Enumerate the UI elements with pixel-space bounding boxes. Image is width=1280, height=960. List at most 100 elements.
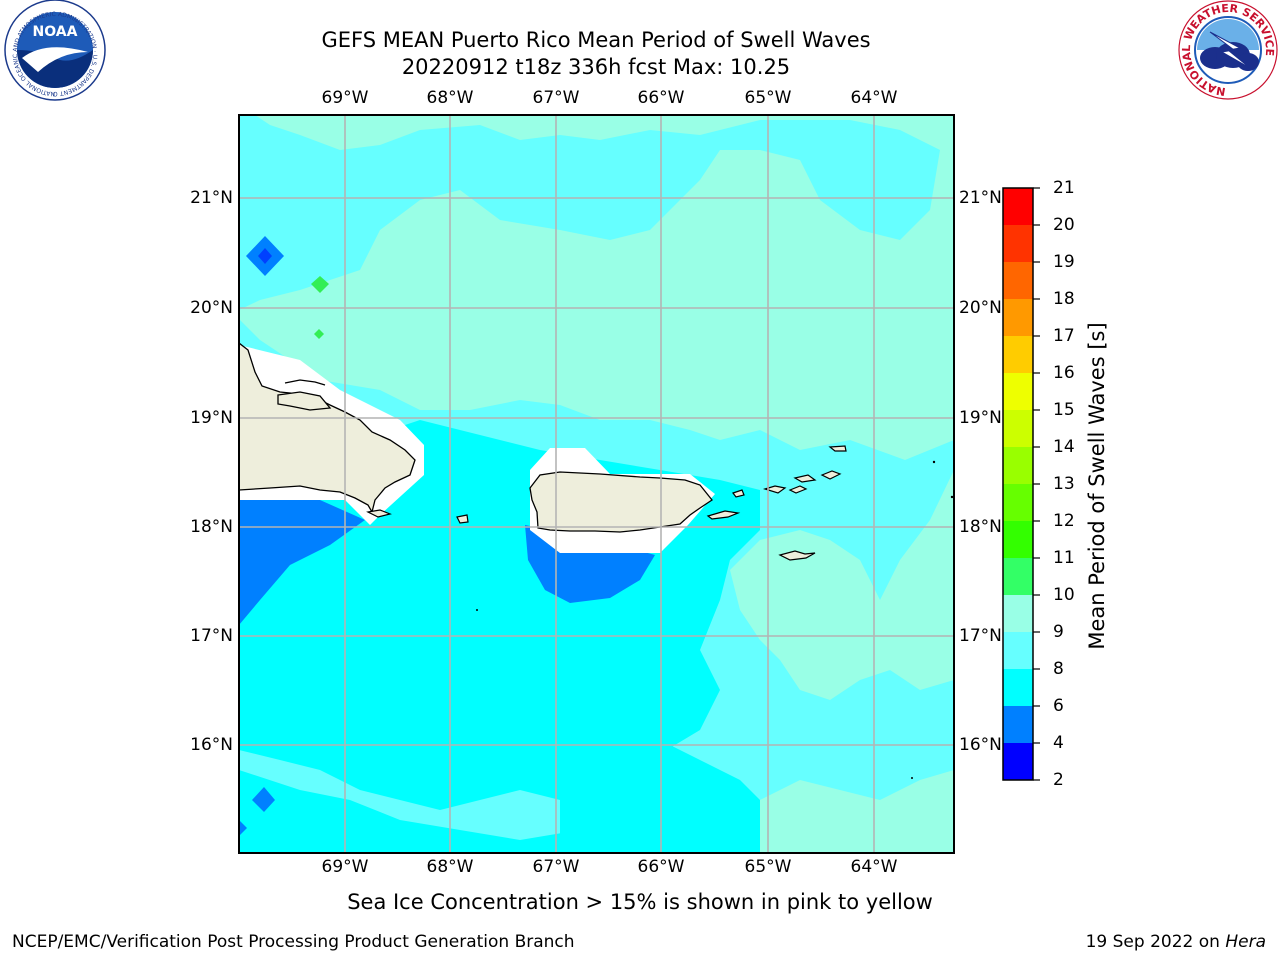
land-hispaniola bbox=[239, 342, 416, 514]
land-st-croix bbox=[778, 550, 816, 561]
lat-label-right: 18°N bbox=[959, 517, 1002, 537]
lon-label-bottom: 69°W bbox=[321, 857, 369, 877]
sea-ice-note: Sea Ice Concentration > 15% is shown in … bbox=[347, 890, 933, 914]
map-subtitle: 20220912 t18z 336h fcst Max: 10.25 bbox=[401, 55, 791, 79]
land-st-john bbox=[788, 485, 808, 494]
lon-label-bottom: 68°W bbox=[426, 857, 474, 877]
land-culebra bbox=[732, 489, 745, 498]
colorbar-tick: 8 bbox=[1053, 659, 1064, 679]
lat-label-left: 20°N bbox=[190, 298, 233, 318]
colorbar-bin bbox=[1003, 299, 1033, 336]
colorbar-bin bbox=[1003, 558, 1033, 595]
colorbar-bin bbox=[1003, 706, 1033, 743]
land-vieques bbox=[706, 510, 741, 520]
band-9-10-north bbox=[239, 115, 954, 460]
colorbar-bin bbox=[1003, 373, 1033, 410]
lat-label-left: 21°N bbox=[190, 188, 233, 208]
colorbar-tick: 4 bbox=[1053, 733, 1064, 753]
credit-line: NCEP/EMC/Verification Post Processing Pr… bbox=[12, 932, 575, 952]
lon-label-bottom: 67°W bbox=[532, 857, 580, 877]
band-6-8-lower bbox=[560, 690, 760, 853]
colorbar-bin bbox=[1003, 743, 1033, 780]
nws-logo: NATIONAL WEATHER SERVICE bbox=[1178, 0, 1278, 100]
lon-label-top: 64°W bbox=[850, 88, 898, 108]
band-4-6-spot bbox=[239, 820, 247, 836]
land-st-thomas bbox=[762, 485, 787, 494]
noaa-logo: NATIONAL OCEANIC AND ATMOSPHERIC ADMINIS… bbox=[0, 0, 106, 101]
gridlines bbox=[239, 115, 954, 853]
land-islet bbox=[911, 777, 913, 779]
lon-label-bottom: 65°W bbox=[744, 857, 792, 877]
colorbar-bin bbox=[1003, 484, 1033, 521]
colorbar-tick: 17 bbox=[1053, 326, 1075, 346]
colorbar-tick: 20 bbox=[1053, 215, 1075, 235]
lat-label-right: 16°N bbox=[959, 735, 1002, 755]
colorbar-tick: 2 bbox=[1053, 770, 1064, 790]
colorbar-tick: 6 bbox=[1053, 696, 1064, 716]
colorbar-tick: 11 bbox=[1053, 548, 1075, 568]
machine-name: Hera bbox=[1225, 932, 1266, 952]
land-tortola bbox=[793, 474, 817, 483]
lon-label-top: 69°W bbox=[321, 88, 369, 108]
colorbar-bin bbox=[1003, 669, 1033, 706]
lat-label-right: 20°N bbox=[959, 298, 1002, 318]
colorbar-bin bbox=[1003, 447, 1033, 484]
date-line: 19 Sep 2022 on Hera bbox=[1086, 932, 1266, 952]
land-hispaniola-north bbox=[277, 391, 332, 411]
lon-label-bottom: 64°W bbox=[850, 857, 898, 877]
colorbar-bin bbox=[1003, 595, 1033, 632]
colorbar-label: Mean Period of Swell Waves [s] bbox=[1085, 322, 1109, 650]
colorbar-tick: 16 bbox=[1053, 363, 1075, 383]
swell-period-field bbox=[239, 115, 954, 853]
band-4-6-spot bbox=[252, 787, 275, 812]
lon-label-top: 65°W bbox=[744, 88, 792, 108]
colorbar-overlay-spacer bbox=[1003, 180, 1033, 790]
colorbar bbox=[1002, 187, 1040, 781]
band-10-11-spot bbox=[314, 329, 324, 339]
land-virgin-gorda bbox=[820, 470, 842, 480]
lat-label-left: 19°N bbox=[190, 408, 233, 428]
colorbar-tick: 13 bbox=[1053, 474, 1075, 494]
land-islet bbox=[476, 609, 478, 611]
colorbar-tick: 19 bbox=[1053, 252, 1075, 272]
lat-label-right: 21°N bbox=[959, 188, 1002, 208]
map-frame bbox=[238, 114, 955, 854]
colorbar-bin bbox=[1003, 188, 1033, 225]
noaa-logo-text: NOAA bbox=[33, 24, 78, 40]
map-title: GEFS MEAN Puerto Rico Mean Period of Swe… bbox=[321, 28, 871, 52]
colorbar-tick: 18 bbox=[1053, 289, 1075, 309]
land-saona bbox=[366, 509, 392, 518]
land-anegada bbox=[828, 445, 847, 452]
colorbar-bin bbox=[1003, 521, 1033, 558]
band-9-10-east bbox=[730, 470, 954, 700]
land-islet bbox=[932, 460, 936, 464]
lon-label-bottom: 66°W bbox=[637, 857, 685, 877]
colorbar-bin bbox=[1003, 336, 1033, 373]
band-2-4-spot bbox=[258, 248, 272, 264]
colorbar-bin bbox=[1003, 410, 1033, 447]
lat-label-right: 19°N bbox=[959, 408, 1002, 428]
lat-label-left: 18°N bbox=[190, 517, 233, 537]
land-puerto-rico bbox=[529, 471, 713, 533]
band-4-6-west bbox=[239, 500, 365, 625]
band-9-10-south bbox=[700, 770, 954, 853]
colorbar-tick: 21 bbox=[1053, 178, 1075, 198]
colorbar-bin bbox=[1003, 632, 1033, 669]
colorbar-bin bbox=[1003, 262, 1033, 299]
land-mona bbox=[456, 514, 469, 524]
lon-label-top: 66°W bbox=[637, 88, 685, 108]
colorbar-tick: 14 bbox=[1053, 437, 1075, 457]
land-tortuga bbox=[284, 379, 326, 386]
lat-label-right: 17°N bbox=[959, 626, 1002, 646]
colorbar-tick: 10 bbox=[1053, 585, 1075, 605]
land-islet bbox=[950, 495, 954, 499]
colorbar-tick: 9 bbox=[1053, 622, 1064, 642]
lon-label-top: 68°W bbox=[426, 88, 474, 108]
colorbar-bin bbox=[1003, 225, 1033, 262]
date-text: 19 Sep 2022 on bbox=[1085, 932, 1226, 952]
lat-label-left: 16°N bbox=[190, 735, 233, 755]
colorbar-tick: 12 bbox=[1053, 511, 1075, 531]
band-10-11-spot bbox=[311, 276, 329, 293]
lat-label-left: 17°N bbox=[190, 626, 233, 646]
